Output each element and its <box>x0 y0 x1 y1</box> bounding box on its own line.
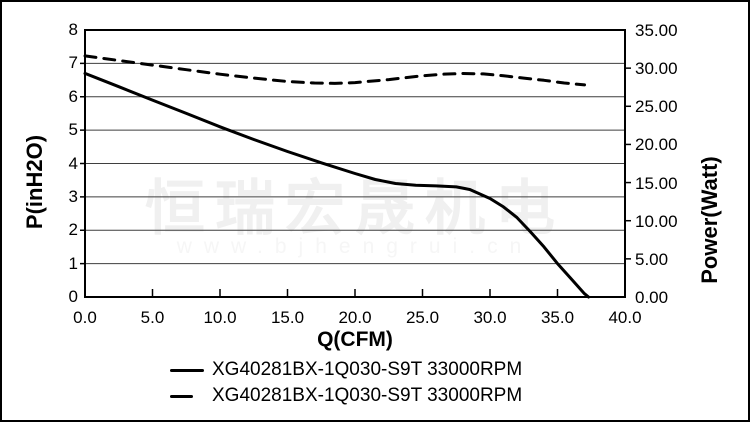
left-axis-tick-label: 6 <box>68 86 78 106</box>
x-axis-tick-label: 15.0 <box>270 308 305 327</box>
x-axis-tick-label: 35.0 <box>540 308 575 327</box>
left-axis-tick-label: 4 <box>68 153 78 173</box>
watermark-company-text: 恒瑞宏晟机电 <box>145 175 565 242</box>
x-axis-tick-label: 5.0 <box>140 308 165 327</box>
power-curve <box>83 54 586 87</box>
dashed-line-sample <box>170 394 212 398</box>
left-axis-tick-label: 7 <box>68 53 78 73</box>
right-axis-tick-label: 5.00 <box>635 249 669 269</box>
pressure-curve <box>83 71 590 299</box>
left-axis-tick-label: 5 <box>68 120 78 140</box>
x-axis-tick-label: 30.0 <box>473 308 507 327</box>
x-axis-tick-label: 20.0 <box>338 308 372 327</box>
legend-item-pressure: XG40281BX-1Q030-S9T 33000RPM <box>170 357 522 383</box>
solid-line-sample <box>170 368 212 372</box>
watermark-url-text: www.bjhengrui.cn <box>176 235 534 258</box>
right-axis-tick-label: 30.00 <box>635 59 678 79</box>
legend-label-pressure: XG40281BX-1Q030-S9T 33000RPM <box>212 359 523 380</box>
x-axis-tick-label: 40.0 <box>608 308 642 327</box>
right-axis-tick-label: 0.00 <box>635 288 669 307</box>
left-axis-tick-label: 0 <box>68 287 78 306</box>
right-axis-tick-label: 10.00 <box>635 211 678 231</box>
right-axis-tick-label: 15.00 <box>635 173 678 193</box>
left-axis-tick-label: 8 <box>68 20 78 39</box>
legend: XG40281BX-1Q030-S9T 33000RPM XG40281BX-1… <box>170 357 522 409</box>
x-axis-title: Q(CFM) <box>317 328 393 351</box>
right-axis-tick-label: 25.00 <box>635 97 678 117</box>
left-axis-tick-label: 2 <box>68 220 78 240</box>
left-axis-tick-label: 1 <box>68 253 78 273</box>
left-axis-tick-label: 3 <box>68 186 78 206</box>
right-axis-tick-label: 20.00 <box>635 135 678 155</box>
legend-item-power: XG40281BX-1Q030-S9T 33000RPM <box>170 383 522 409</box>
right-axis-tick-label: 35.00 <box>635 21 678 40</box>
x-axis-tick-label: 10.0 <box>203 308 237 327</box>
x-axis-tick-label: 25.0 <box>405 308 440 327</box>
legend-label-power: XG40281BX-1Q030-S9T 33000RPM <box>212 385 523 406</box>
x-axis-tick-label: 0.0 <box>73 308 97 327</box>
